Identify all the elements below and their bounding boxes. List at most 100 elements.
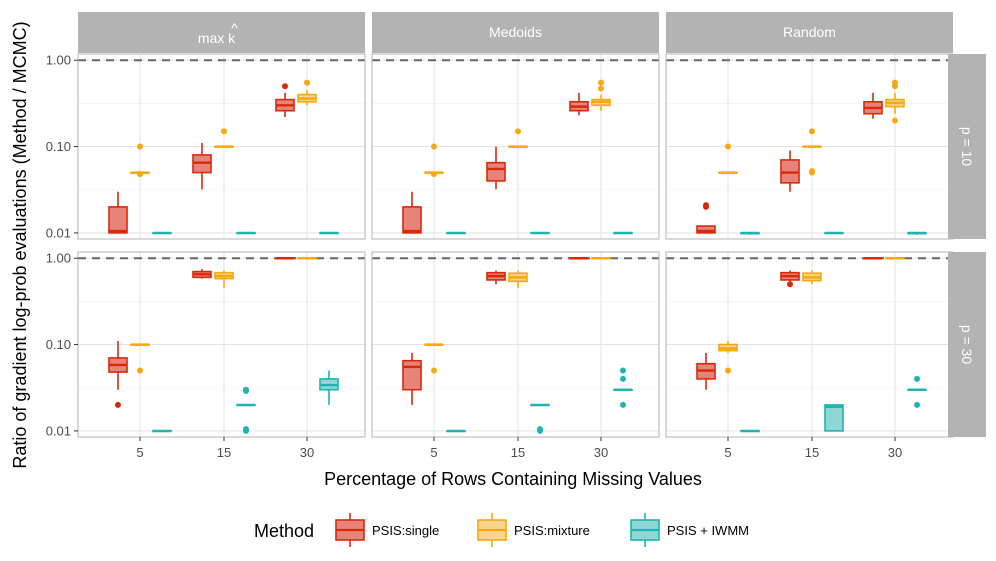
outlier-point (431, 367, 437, 374)
box-psis-mixture (424, 143, 444, 178)
x-tick-label: 15 (511, 445, 525, 460)
legend-entry: PSIS:single (335, 513, 439, 547)
legend-label: PSIS + IWMM (667, 523, 749, 538)
outlier-point (221, 128, 227, 135)
box-psis-single (275, 257, 295, 260)
box-body (824, 404, 844, 432)
box-psis-iwmm (236, 386, 256, 434)
box-psis-iwmm (530, 403, 550, 434)
box-psis-single (486, 270, 506, 285)
row-strip (948, 54, 986, 239)
box-psis-single (402, 191, 422, 234)
box-psis-single (275, 83, 295, 117)
outlier-point (892, 83, 898, 90)
box-body (402, 206, 422, 234)
box-psis-single (192, 268, 212, 279)
panels-layer (77, 53, 954, 438)
box-psis-iwmm (319, 370, 339, 405)
legend-title: Method (254, 521, 314, 541)
box-psis-iwmm (236, 231, 256, 235)
y-tick-label: 0.01 (46, 225, 71, 240)
x-tick-label: 30 (594, 445, 608, 460)
panel-border (371, 53, 660, 240)
facet-panel (372, 252, 659, 437)
box-psis-mixture (591, 257, 611, 260)
x-tick-label: 30 (300, 445, 314, 460)
column-strip (666, 12, 953, 53)
outlier-point (115, 401, 121, 408)
outlier-point (703, 202, 709, 209)
row-strip (948, 252, 986, 437)
box-psis-single (863, 257, 883, 260)
y-tick-label: 0.01 (46, 423, 71, 438)
box-psis-iwmm (740, 429, 760, 433)
outlier-point (431, 171, 437, 178)
legend-entry: PSIS:mixture (477, 513, 590, 547)
x-tick-label: 30 (888, 445, 902, 460)
legend: Method PSIS:single PSIS:mixture PSIS + IWM… (254, 513, 749, 547)
box-psis-single (696, 352, 716, 390)
box-psis-single (780, 150, 800, 192)
outlier-point (787, 281, 793, 288)
outlier-point (598, 85, 604, 92)
strips-layer: max k^ Medoids Random p = 10 p = 30 (78, 12, 986, 437)
y-tick-label: 1.00 (46, 53, 71, 68)
outlier-point (620, 367, 626, 374)
x-tick-label: 5 (724, 445, 731, 460)
outlier-point (243, 387, 249, 394)
row-strip-label: p = 30 (959, 325, 975, 365)
box-psis-mixture (297, 257, 317, 260)
box-psis-iwmm (740, 231, 760, 235)
y-tick-label: 1.00 (46, 251, 71, 266)
box-psis-mixture (802, 270, 822, 285)
box-psis-mixture (802, 128, 822, 176)
box-psis-single (569, 92, 589, 116)
outlier-point (809, 168, 815, 175)
box-psis-iwmm (907, 231, 927, 235)
y-axis-title: Ratio of gradient log-prob evaluations (… (10, 21, 30, 468)
box-psis-single (569, 257, 589, 260)
column-strip (78, 12, 365, 53)
box-body (696, 225, 716, 234)
outlier-point (725, 143, 731, 150)
box-body (108, 206, 128, 234)
box-psis-mixture (885, 257, 905, 260)
outlier-point (914, 375, 920, 382)
y-tick-label: 0.10 (46, 337, 71, 352)
box-psis-iwmm (613, 367, 633, 408)
box-psis-mixture (214, 270, 234, 289)
box-psis-single (108, 191, 128, 234)
box-psis-single (486, 146, 506, 190)
legend-label: PSIS:mixture (514, 523, 590, 538)
legend-label: PSIS:single (372, 523, 439, 538)
column-strip-label: Random (783, 24, 836, 40)
outlier-point (598, 79, 604, 86)
x-tick-label: 15 (805, 445, 819, 460)
box-psis-iwmm (152, 429, 172, 433)
box-psis-iwmm (152, 231, 172, 235)
outlier-point (515, 128, 521, 135)
box-psis-iwmm (824, 404, 844, 432)
facet-panel (78, 252, 365, 437)
outlier-point (725, 367, 731, 374)
box-body (402, 359, 422, 391)
box-psis-iwmm (530, 231, 550, 235)
outlier-point (537, 426, 543, 433)
column-strip-hat: ^ (231, 20, 238, 36)
facet-panel (666, 252, 953, 437)
outlier-point (137, 367, 143, 374)
box-psis-mixture (718, 340, 738, 374)
box-psis-mixture (130, 343, 150, 374)
outlier-point (620, 401, 626, 408)
outlier-point (892, 117, 898, 124)
box-psis-iwmm (319, 231, 339, 235)
x-tick-label: 5 (136, 445, 143, 460)
box-psis-mixture (424, 343, 444, 374)
outlier-point (137, 143, 143, 150)
box-psis-mixture (718, 143, 738, 174)
box-psis-iwmm (446, 231, 466, 235)
box-psis-single (863, 92, 883, 119)
row-strip-label: p = 10 (959, 127, 975, 167)
x-axis-title: Percentage of Rows Containing Missing Va… (324, 469, 702, 489)
